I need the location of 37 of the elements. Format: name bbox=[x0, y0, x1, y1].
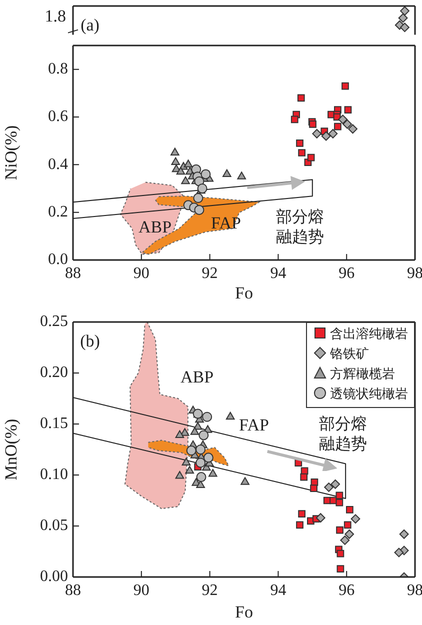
annotation: ABP bbox=[180, 367, 214, 386]
x-tick-label: 88 bbox=[65, 582, 81, 599]
x-tick-label: 94 bbox=[270, 582, 286, 599]
annotation: (a) bbox=[80, 15, 100, 34]
y-tick-label: 0.4 bbox=[48, 156, 68, 173]
x-tick-label: 90 bbox=[133, 264, 150, 282]
legend-label: 含出溶纯橄岩 bbox=[330, 327, 408, 342]
x-tick-label: 92 bbox=[202, 582, 218, 599]
y-tick-label: 0.25 bbox=[40, 313, 68, 330]
y-tick-label: 0.10 bbox=[40, 466, 68, 484]
y-tick-label: 0.00 bbox=[40, 568, 68, 586]
x-tick-label: 92 bbox=[202, 264, 218, 282]
y-tick-label: 0.05 bbox=[40, 517, 68, 534]
x-tick-label: 94 bbox=[270, 264, 286, 282]
legend-label: 方辉橄榄岩 bbox=[330, 367, 395, 382]
x-tick-label: 90 bbox=[133, 582, 150, 599]
y-tick-label: 0.15 bbox=[40, 415, 68, 432]
y-tick-label: 0.20 bbox=[40, 364, 68, 382]
annotation: 部分熔融趋势 bbox=[319, 414, 367, 454]
x-tick-label: 88 bbox=[65, 264, 81, 282]
y-tick-label: 0.8 bbox=[48, 60, 68, 78]
legend-label: 铬铁矿 bbox=[330, 347, 369, 362]
x-tick-label: 96 bbox=[338, 582, 355, 599]
annotation: FAP bbox=[239, 415, 269, 434]
x-tick-label: 96 bbox=[338, 264, 355, 282]
annotation: (b) bbox=[80, 331, 100, 350]
legend-label: 透镜状纯橄岩 bbox=[330, 387, 408, 402]
y-tick-label: 0.0 bbox=[48, 251, 68, 268]
y-tick-label: 0.6 bbox=[48, 108, 68, 126]
annotation: ABP bbox=[138, 217, 172, 236]
y-tick-label: 0.2 bbox=[48, 204, 68, 221]
x-axis-title: Fo bbox=[235, 283, 253, 302]
y-axis-title: MnO(%) bbox=[2, 418, 21, 480]
annotation: 部分熔融趋势 bbox=[276, 207, 324, 246]
y-axis-title: NiO(%) bbox=[2, 125, 21, 180]
x-axis-title: Fo bbox=[235, 602, 253, 622]
text: 1.8 bbox=[44, 6, 66, 26]
